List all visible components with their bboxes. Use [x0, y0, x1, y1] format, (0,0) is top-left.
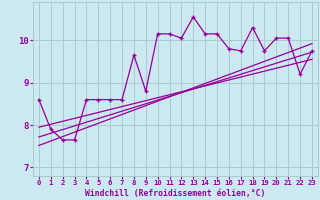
X-axis label: Windchill (Refroidissement éolien,°C): Windchill (Refroidissement éolien,°C): [85, 189, 266, 198]
